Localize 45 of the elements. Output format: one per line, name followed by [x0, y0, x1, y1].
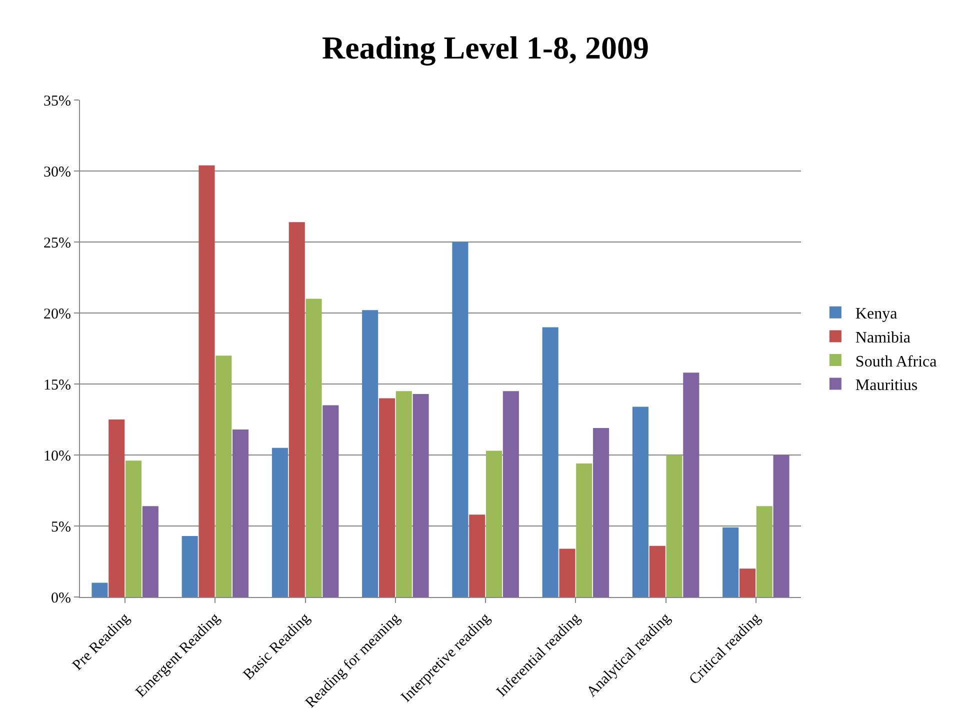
y-tick-label: 5% — [51, 519, 71, 536]
bar — [412, 394, 429, 597]
chart-title: Reading Level 1-8, 2009 — [322, 30, 650, 67]
bar — [469, 514, 486, 597]
legend-label: South Africa — [855, 353, 937, 370]
bar — [198, 165, 215, 597]
bar — [378, 398, 396, 597]
y-tick-label: 15% — [44, 377, 71, 394]
bar — [756, 506, 772, 597]
bar — [559, 548, 576, 597]
y-tick-label: 0% — [51, 590, 71, 606]
bar — [773, 455, 790, 597]
bar — [306, 298, 322, 597]
bar — [722, 527, 739, 597]
bar — [396, 391, 412, 597]
bar — [216, 356, 232, 597]
y-tick-label: 25% — [44, 235, 71, 252]
bar — [739, 568, 756, 597]
bar — [108, 420, 125, 597]
legend-label: Namibia — [855, 329, 911, 346]
legend-label: Mauritius — [855, 377, 918, 394]
bar — [142, 506, 158, 597]
bar — [593, 428, 610, 597]
bar — [92, 582, 108, 597]
y-tick-label: 35% — [44, 93, 71, 110]
y-tick-label: 20% — [44, 306, 71, 322]
bar — [632, 406, 648, 597]
bar — [362, 310, 378, 597]
bar — [666, 455, 682, 597]
bar — [288, 222, 305, 597]
bar — [125, 460, 142, 597]
y-tick-label: 10% — [44, 448, 71, 464]
bar — [542, 327, 558, 597]
bar — [502, 391, 519, 597]
legend-label: Kenya — [855, 306, 898, 323]
bar — [486, 450, 502, 597]
bar — [576, 464, 592, 597]
bar — [649, 546, 666, 597]
bar — [232, 429, 249, 597]
y-tick-label: 30% — [44, 164, 71, 180]
bar — [452, 242, 468, 597]
bar — [322, 405, 339, 597]
bar — [272, 448, 288, 597]
bar — [182, 536, 198, 597]
bar — [683, 372, 700, 597]
